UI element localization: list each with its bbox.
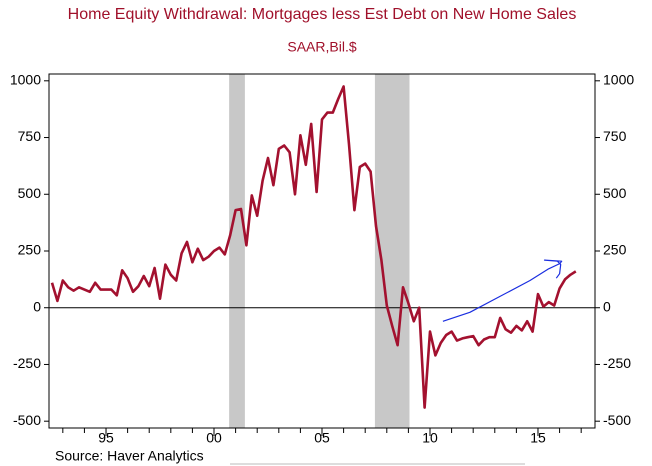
x-tick-label: 95 (98, 430, 114, 446)
x-tick-label: 05 (314, 430, 330, 446)
y2-tick-label: -250 (603, 355, 631, 371)
source: Source: Haver Analytics (55, 448, 204, 464)
y2-tick-label: 250 (603, 242, 627, 258)
x-tick-label: 00 (206, 430, 222, 446)
x-tick-label: 10 (422, 430, 438, 446)
y-tick-label: -500 (13, 412, 41, 428)
recession-band (229, 74, 245, 428)
y-tick-label: 0 (33, 298, 41, 314)
y2-tick-label: -500 (603, 412, 631, 428)
y-tick-label: -250 (13, 355, 41, 371)
annotation-line (442, 259, 563, 322)
x-tick-label: 15 (530, 430, 546, 446)
y2-tick-label: 750 (603, 128, 627, 144)
y-tick-label: 250 (18, 242, 42, 258)
y2-tick-label: 500 (603, 185, 627, 201)
y-tick-label: 1000 (10, 72, 41, 88)
chart-title: Home Equity Withdrawal: Mortgages less E… (68, 6, 577, 23)
y2-tick-label: 0 (603, 298, 611, 314)
y-tick-label: 500 (18, 185, 42, 201)
chart-subtitle: SAAR,Bil.$ (287, 39, 356, 55)
y-tick-label: 750 (18, 128, 42, 144)
series-line (50, 85, 577, 409)
y2-tick-label: 1000 (603, 72, 634, 88)
